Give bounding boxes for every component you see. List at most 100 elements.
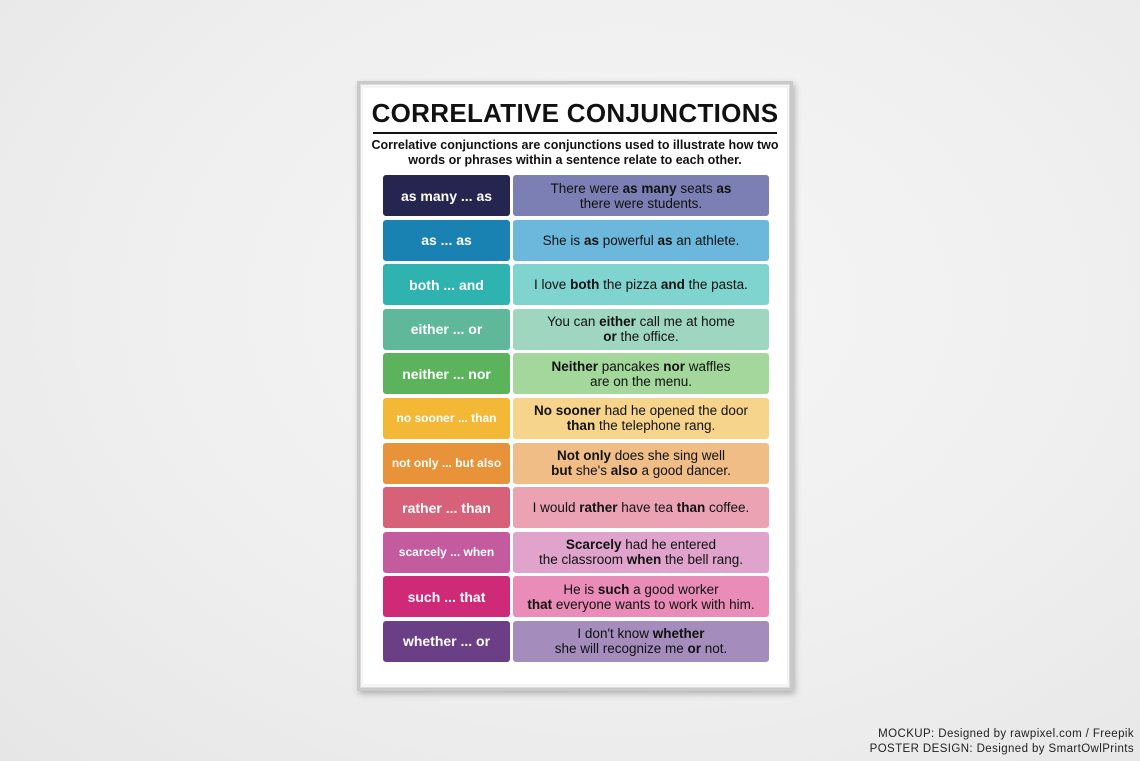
example-text: had he entered xyxy=(621,537,717,553)
conjunction-term: not only ... but also xyxy=(383,442,510,484)
conjunction-word: as xyxy=(716,180,732,196)
example-line: are on the menu. xyxy=(551,374,730,389)
conjunction-word: or xyxy=(687,641,702,657)
credits: MOCKUP: Designed by rawpixel.com / Freep… xyxy=(870,727,1134,757)
example-text: I don't know xyxy=(577,626,653,642)
example-text: the pasta. xyxy=(684,277,748,293)
example-line: She is as powerful as an athlete. xyxy=(543,233,740,248)
conjunction-term: both ... and xyxy=(383,264,510,306)
conjunction-row: whether ... or I don't know whether she wi… xyxy=(383,620,770,662)
example-text: had he opened the door xyxy=(600,403,748,419)
example-sentence: Not only does she sing well but she's als… xyxy=(513,442,769,484)
example-sentence: No sooner had he opened the door than the… xyxy=(513,397,769,439)
conjunction-word: that xyxy=(527,596,553,612)
conjunction-word: as xyxy=(583,232,599,248)
example-line: You can either call me at home xyxy=(547,314,735,329)
example-sentence: I don't know whether she will recognize m… xyxy=(513,620,769,662)
conjunction-term: whether ... or xyxy=(383,620,510,662)
conjunction-word: rather xyxy=(579,500,618,516)
conjunction-term: such ... that xyxy=(383,576,510,618)
conjunction-term: neither ... nor xyxy=(383,353,510,395)
example-text: she's xyxy=(572,463,611,479)
example-text: There were xyxy=(550,180,623,196)
conjunction-word: when xyxy=(626,552,662,568)
conjunction-word: either xyxy=(599,314,636,330)
conjunction-word: Scarcely xyxy=(565,537,622,553)
example-text: waffles xyxy=(685,358,731,374)
example-sentence: There were as many seats as there were st… xyxy=(513,175,769,216)
example-line: than the telephone rang. xyxy=(534,418,748,433)
poster-design-credit: POSTER DESIGN: Designed by SmartOwlPrint… xyxy=(869,743,1134,755)
example-line: I don't know whether xyxy=(555,626,728,641)
conjunction-word: such xyxy=(597,581,630,597)
example-text: powerful xyxy=(598,232,658,248)
example-line: Not only does she sing well xyxy=(551,448,731,463)
example-text: I love xyxy=(534,277,571,293)
example-line: or the office. xyxy=(547,329,735,344)
conjunction-word: nor xyxy=(663,358,686,374)
example-text: the office. xyxy=(616,329,679,345)
conjunction-row: either ... or You can either call me at h… xyxy=(383,308,770,350)
example-line: No sooner had he opened the door xyxy=(534,403,748,418)
example-text: a good dancer. xyxy=(637,463,731,479)
conjunction-term: no sooner ... than xyxy=(383,397,510,439)
example-line: she will recognize me or not. xyxy=(555,641,728,656)
conjunction-word: than xyxy=(566,418,596,434)
conjunction-term: as ... as xyxy=(383,219,510,261)
example-text: the telephone rang. xyxy=(595,418,716,434)
example-text: not. xyxy=(701,641,728,657)
example-line: that everyone wants to work with him. xyxy=(527,597,754,612)
example-line: I would rather have tea than coffee. xyxy=(533,500,750,515)
example-line: but she's also a good dancer. xyxy=(551,463,731,478)
example-line: I love both the pizza and the pasta. xyxy=(534,277,748,292)
example-text: I would xyxy=(532,500,580,516)
conjunction-row: scarcely ... when Scarcely had he entered… xyxy=(383,531,770,573)
example-text: she will recognize me xyxy=(554,641,688,657)
example-line: He is such a good worker xyxy=(527,582,754,597)
example-text: the classroom xyxy=(538,552,627,568)
conjunction-word: Neither xyxy=(551,358,598,374)
example-sentence: I would rather have tea than coffee. xyxy=(513,487,769,529)
example-text: You can xyxy=(547,314,600,330)
example-text: pancakes xyxy=(597,358,664,374)
conjunction-word: than xyxy=(676,500,706,516)
conjunction-term: scarcely ... when xyxy=(383,531,510,573)
conjunction-row: such ... that He is such a good worker tha… xyxy=(383,576,770,618)
example-sentence: He is such a good worker that everyone wa… xyxy=(513,576,769,618)
poster: CORRELATIVE CONJUNCTIONS Correlative con… xyxy=(363,88,787,684)
example-line: the classroom when the bell rang. xyxy=(539,552,743,567)
conjunction-term: either ... or xyxy=(383,308,510,350)
example-text: does she sing well xyxy=(610,448,726,464)
conjunction-row: no sooner ... than No sooner had he opene… xyxy=(383,397,770,439)
example-sentence: I love both the pizza and the pasta. xyxy=(513,264,769,306)
example-text: a good worker xyxy=(629,581,719,597)
conjunction-row: as ... as She is as powerful as an athlet… xyxy=(383,219,770,261)
mockup-credit: MOCKUP: Designed by rawpixel.com / Freep… xyxy=(878,728,1134,740)
conjunction-word: both xyxy=(570,277,600,293)
conjunction-row: as many ... as There were as many seats a… xyxy=(383,175,770,216)
conjunction-word: as many xyxy=(622,180,677,196)
example-text: coffee. xyxy=(705,500,750,516)
example-sentence: You can either call me at home or the off… xyxy=(513,308,769,350)
conjunction-table: as many ... as There were as many seats a… xyxy=(383,175,770,666)
conjunction-word: as xyxy=(657,232,673,248)
conjunction-word: also xyxy=(610,463,638,479)
conjunction-row: rather ... than I would rather have tea t… xyxy=(383,487,770,529)
example-text: have tea xyxy=(617,500,677,516)
example-text: the bell rang. xyxy=(661,552,744,568)
example-text: the pizza xyxy=(599,277,661,293)
conjunction-word: but xyxy=(551,463,573,479)
example-sentence: Scarcely had he entered the classroom whe… xyxy=(513,531,769,573)
example-text: everyone wants to work with him. xyxy=(552,596,755,612)
example-text: He is xyxy=(563,581,598,597)
example-text: an athlete. xyxy=(672,232,740,248)
example-text: call me at home xyxy=(635,314,735,330)
conjunction-word: Not only xyxy=(556,448,611,464)
poster-subtitle: Correlative conjunctions are conjunction… xyxy=(371,138,779,167)
title-underline xyxy=(373,132,777,134)
example-line: Neither pancakes nor waffles xyxy=(551,359,730,374)
conjunction-row: neither ... nor Neither pancakes nor waff… xyxy=(383,353,770,395)
example-line: there were students. xyxy=(551,196,732,211)
conjunction-row: not only ... but also Not only does she s… xyxy=(383,442,770,484)
example-text: are on the menu. xyxy=(589,373,693,389)
